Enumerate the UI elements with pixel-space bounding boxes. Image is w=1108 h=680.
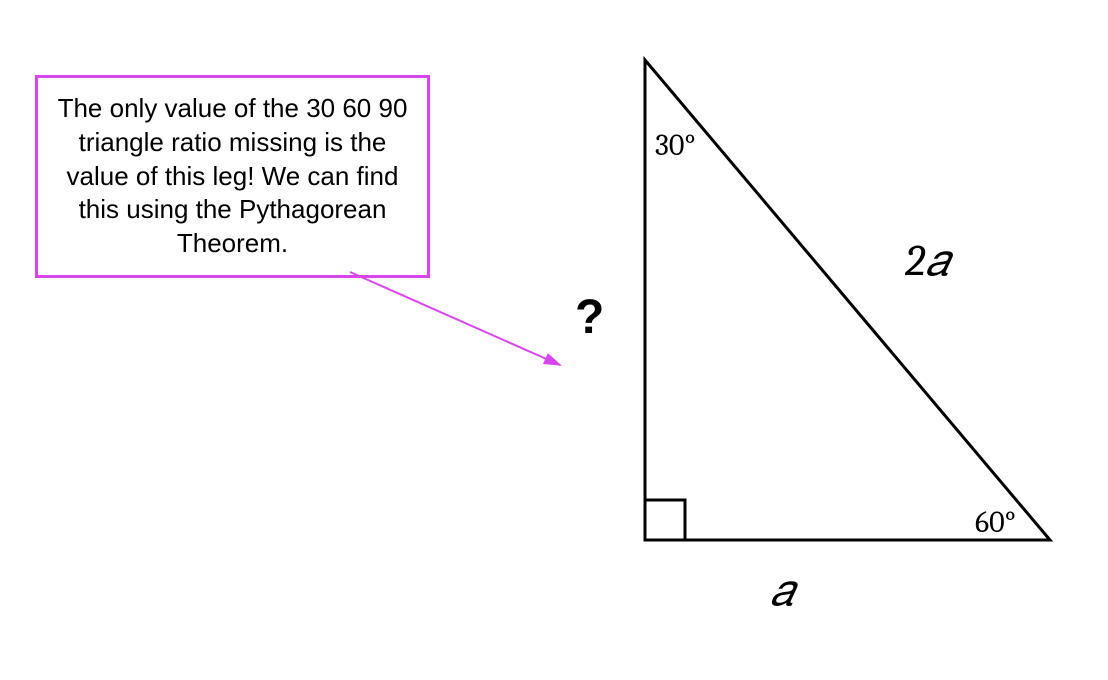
side-label-height: ? [575,290,604,345]
angle-label-top: 30° [655,128,696,163]
side-label-hypotenuse: 2𝑎 [905,235,949,286]
angle-label-bottom-right: 60° [975,505,1016,540]
side-label-base: 𝑎 [770,565,794,616]
triangle-diagram [0,0,1108,680]
